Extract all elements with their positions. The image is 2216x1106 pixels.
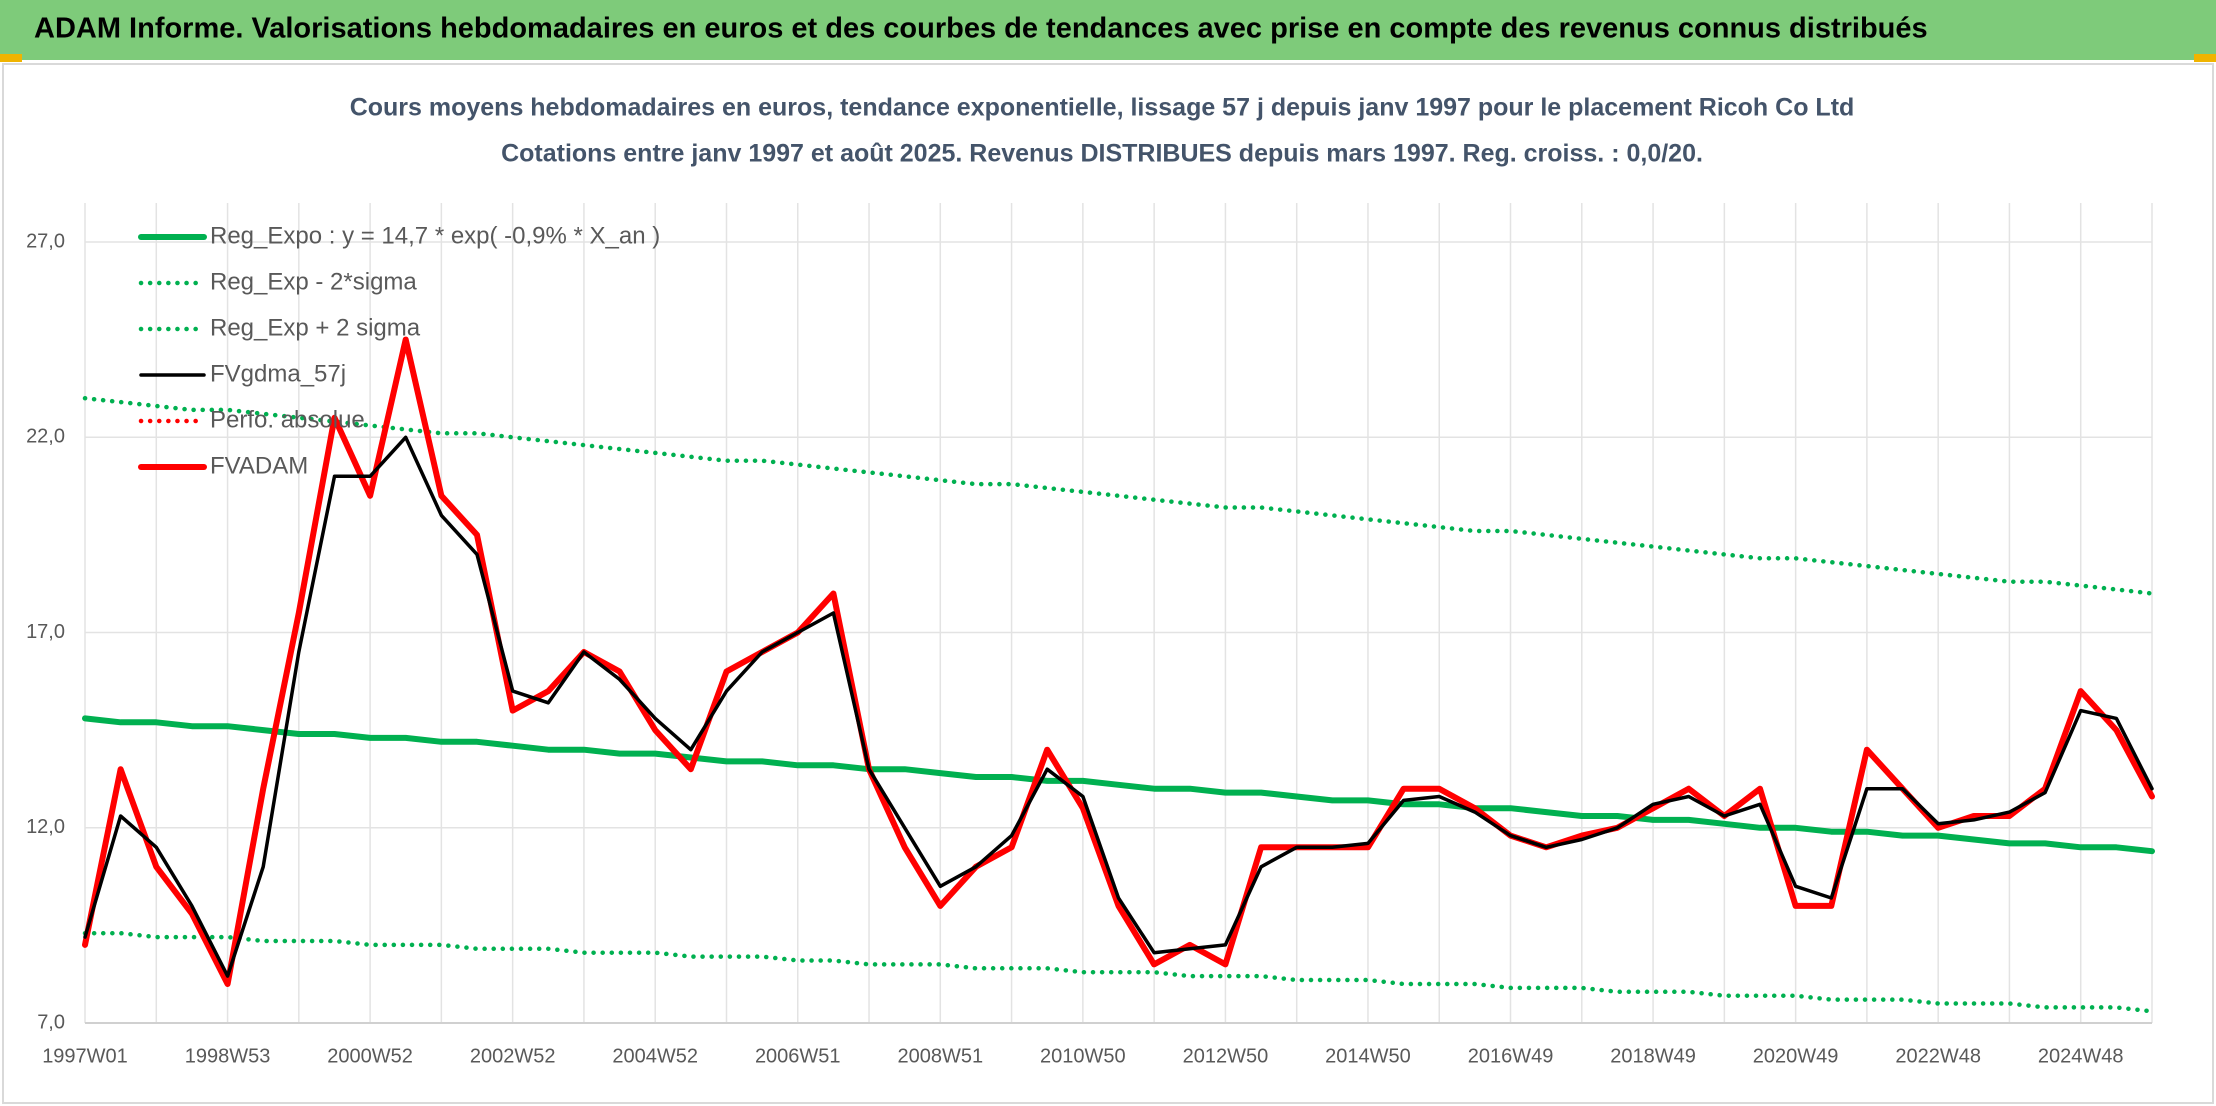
series-line: [82, 336, 2155, 987]
legend-label: Reg_Exp + 2 sigma: [210, 314, 421, 341]
x-tick-label: 2010W50: [1040, 1045, 1126, 1067]
chart-title: ADAM Informe. Valorisations hebdomadaire…: [34, 13, 1928, 45]
chart-subtitle: Cotations entre janv 1997 et août 2025. …: [501, 140, 1703, 168]
x-tick-label: 2006W51: [755, 1045, 841, 1067]
chart-frame: [2, 63, 2214, 1104]
x-tick-label: 2022W48: [1895, 1045, 1981, 1067]
x-tick-label: 2020W49: [1753, 1045, 1839, 1067]
x-tick-label: 2000W52: [327, 1045, 413, 1067]
y-tick-label: 17,0: [26, 621, 65, 643]
x-tick-label: 2024W48: [2038, 1045, 2124, 1067]
corner-mark: [0, 54, 22, 62]
grid: 1997W01 1998W53 2000W52 2002W52 2004W52 2006W…: [26, 202, 2153, 1067]
chart-subtitle: Cours moyens hebdomadaires en euros, ten…: [350, 94, 1855, 122]
series-line: [82, 715, 2155, 855]
corner-mark: [2194, 54, 2216, 62]
x-tick-label: 2016W49: [1468, 1045, 1554, 1067]
x-tick-label: 2008W51: [897, 1045, 983, 1067]
x-tick-label: 1998W53: [185, 1045, 271, 1067]
x-tick-label: 1997W01: [42, 1045, 128, 1067]
y-tick-label: 22,0: [26, 426, 65, 448]
x-tick-label: 2002W52: [470, 1045, 556, 1067]
plot-lines: [82, 336, 2155, 1014]
y-tick-label: 12,0: [26, 816, 65, 838]
legend-label: Reg_Expo : y = 14,7 * exp( -0,9% * X_an …: [210, 222, 660, 249]
y-tick-label: 7,0: [37, 1011, 65, 1033]
x-tick-label: 2018W49: [1610, 1045, 1696, 1067]
x-tick-label: 2004W52: [612, 1045, 698, 1067]
legend: Reg_Expo : y = 14,7 * exp( -0,9% * X_an …: [138, 222, 660, 479]
x-tick-label: 2014W50: [1325, 1045, 1411, 1067]
series-line: [83, 435, 2154, 978]
series-line: [82, 930, 2155, 1014]
header-bar: [0, 0, 2216, 60]
legend-label: FVADAM: [210, 452, 308, 479]
legend-label: Reg_Exp - 2*sigma: [210, 268, 417, 295]
legend-label: FVgdma_57j: [210, 360, 346, 387]
x-tick-label: 2012W50: [1183, 1045, 1269, 1067]
y-tick-label: 27,0: [26, 230, 65, 252]
legend-label: Perfo. absolue: [210, 406, 365, 433]
